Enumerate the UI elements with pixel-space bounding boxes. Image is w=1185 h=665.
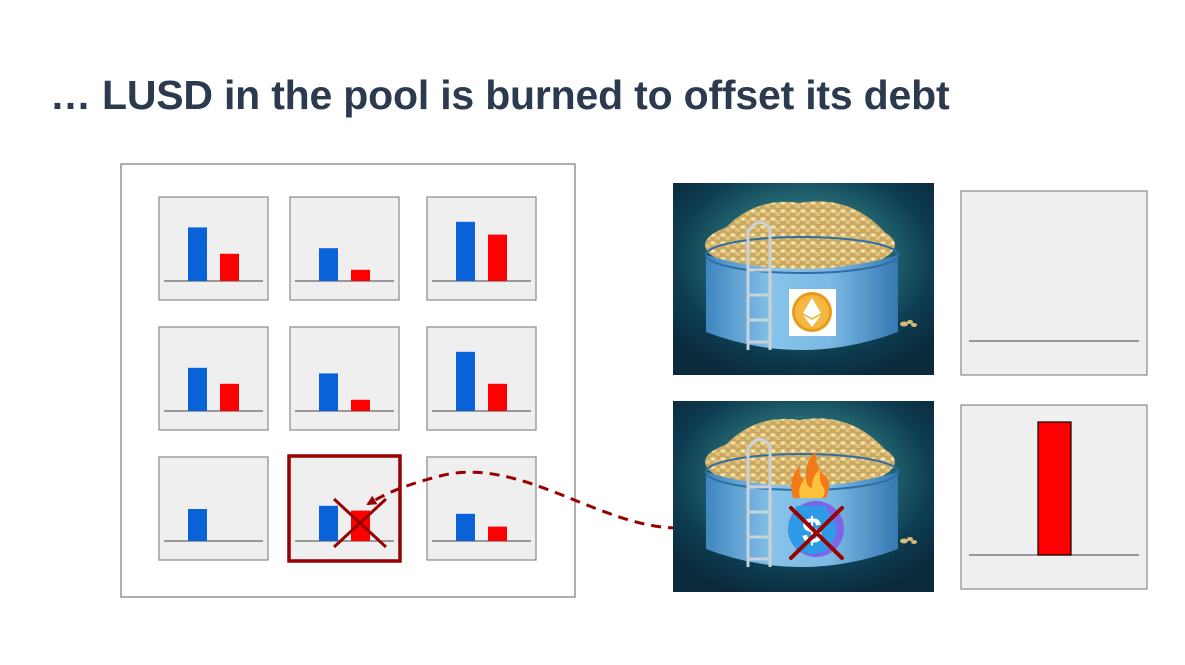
trove-panel (426, 196, 537, 301)
trove-panel (158, 456, 269, 561)
debt-bar (488, 526, 507, 541)
trove-panel (158, 326, 269, 431)
burn-flow-arrow (366, 470, 679, 530)
trove-panel-bg (289, 326, 400, 431)
collateral-bar (319, 248, 338, 281)
cross-icon (332, 497, 388, 549)
trove-panel-bg (426, 196, 537, 301)
collateral-bar (188, 227, 207, 281)
lusd-pool-image: $ (673, 401, 934, 592)
lusd-balance-bar (1037, 421, 1072, 556)
debt-bar (351, 269, 370, 281)
pool-ladder (746, 437, 772, 567)
trove-panel-bg (158, 456, 269, 561)
troves-grid (158, 196, 537, 563)
trove-panel (289, 326, 400, 431)
cross-icon (789, 506, 844, 560)
trove-panel-bg (158, 326, 269, 431)
eth-pool-image (673, 183, 934, 375)
lusd-logo-icon: $ (788, 501, 844, 557)
fire-icon (791, 452, 829, 498)
trove-panel (158, 196, 269, 301)
debt-bar (488, 234, 507, 281)
ethereum-logo-icon (789, 289, 836, 336)
trove-panel-bg (289, 196, 400, 301)
liquidated-highlight (287, 454, 402, 563)
debt-bar (488, 383, 507, 411)
debt-bar (220, 383, 239, 411)
collateral-bar (319, 373, 338, 411)
pool-balance-panels (960, 190, 1148, 590)
collateral-bar (319, 505, 338, 541)
trove-panel-bg (426, 326, 537, 431)
collateral-bar (456, 351, 475, 411)
collateral-bar (456, 221, 475, 281)
pool-balance-panel (960, 190, 1148, 376)
pool-ladder (746, 220, 772, 350)
pool-panel-bg (960, 190, 1148, 376)
trove-panel (287, 454, 402, 563)
trove-panel-bg (158, 196, 269, 301)
collateral-bar (188, 367, 207, 411)
collateral-bar (188, 509, 207, 541)
debt-bar (351, 399, 370, 411)
pool-balance-panel (960, 404, 1148, 590)
slide-title: … LUSD in the pool is burned to offset i… (50, 72, 950, 118)
debt-bar (220, 253, 239, 281)
trove-panel (426, 326, 537, 431)
collateral-bar (456, 513, 475, 541)
trove-panel (289, 196, 400, 301)
